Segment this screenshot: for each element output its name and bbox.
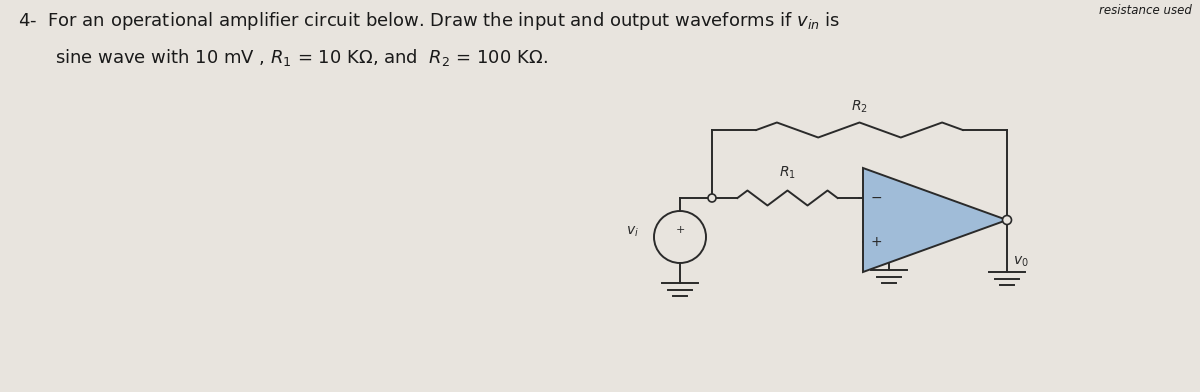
Text: +: + [676,225,685,235]
Text: $v_i$: $v_i$ [625,225,638,239]
Text: $R_1$: $R_1$ [779,165,796,181]
Circle shape [1002,216,1012,225]
Text: $R_2$: $R_2$ [851,99,868,115]
Text: resistance used: resistance used [1099,4,1192,17]
Text: 4-  For an operational amplifier circuit below. Draw the input and output wavefo: 4- For an operational amplifier circuit … [18,10,840,32]
Polygon shape [863,168,1007,272]
Text: +: + [870,235,882,249]
Text: sine wave with 10 mV , $R_1$ = 10 K$\Omega$, and  $R_2$ = 100 K$\Omega$.: sine wave with 10 mV , $R_1$ = 10 K$\Ome… [55,47,547,68]
Text: $v_0$: $v_0$ [1013,255,1028,269]
Text: −: − [870,191,882,205]
Circle shape [708,194,716,202]
